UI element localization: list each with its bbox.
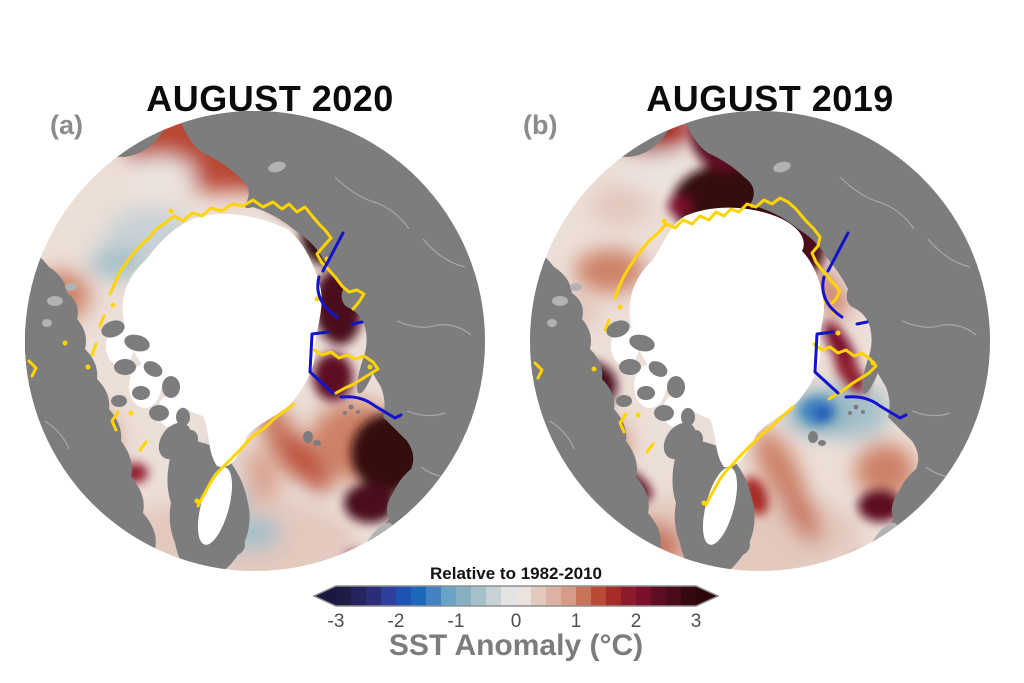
colorbar-segment [396,586,412,606]
arctic-map-august-2020 [25,111,485,571]
colorbar-segment [666,586,682,606]
colorbar-tick-label: 1 [570,611,582,632]
colorbar-segment [531,586,547,606]
colorbar-outline [312,585,720,607]
colorbar-segment [426,586,442,606]
colorbar-segment [651,586,667,606]
colorbar-tick-label: -3 [327,611,345,632]
colorbar-segment [561,586,577,606]
colorbar [312,585,720,607]
colorbar-segment [606,586,622,606]
arctic-map-august-2019 [530,111,990,571]
colorbar-ticks: -3 -2 -1 0 1 2 3 [328,611,702,633]
colorbar-right-arrow [696,586,718,606]
colorbar-segment [366,586,382,606]
colorbar-segment [471,586,487,606]
colorbar-segment [516,586,532,606]
colorbar-segment [621,586,637,606]
colorbar-segment [576,586,592,606]
colorbar-tick-label: 2 [630,611,642,632]
colorbar-segment [441,586,457,606]
colorbar-segment [411,586,427,606]
colorbar-segment [681,586,697,606]
panel-label-b: (b) [523,110,558,140]
ice-edge-dots [62,208,373,504]
colorbar-segment [336,586,352,606]
colorbar-segment [501,586,517,606]
colorbar-segment [381,586,397,606]
colorbar-segment [636,586,652,606]
colorbar-tick-label: -1 [447,611,465,632]
median-ice-edge-contour [27,198,380,508]
ice-edge-dots [591,218,876,506]
colorbar-title: SST Anomaly (°C) [388,629,644,662]
colorbar-subtitle: Relative to 1982-2010 [430,564,602,583]
colorbar-segment [591,586,607,606]
colorbar-tick-label: 3 [690,611,702,632]
colorbar-segment [546,586,562,606]
colorbar-segment [486,586,502,606]
colorbar-tick-label: 0 [510,611,522,632]
colorbar-tick-label: -2 [387,611,405,632]
colorbar-segment [351,586,367,606]
panel-label-a: (a) [50,110,83,140]
colorbar-left-arrow [314,586,336,606]
colorbar-segment [456,586,472,606]
median-ice-edge-contour [533,196,878,507]
